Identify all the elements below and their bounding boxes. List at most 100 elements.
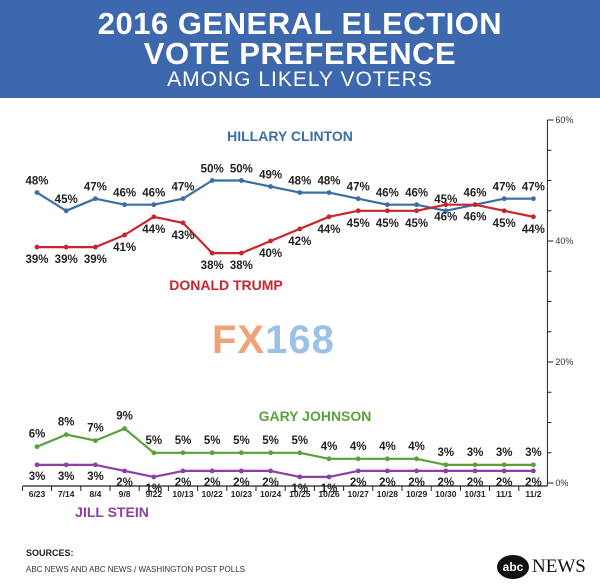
data-label: 3% [58,471,75,483]
data-label: 5% [145,435,162,447]
data-label: 42% [288,236,311,248]
data-label: 2% [116,477,133,489]
data-point [268,450,273,456]
data-label: 47% [493,182,516,194]
data-point [501,468,507,474]
data-point [209,468,215,474]
data-label: 2% [379,477,396,489]
data-label: 7% [87,423,104,435]
data-point [63,208,69,214]
data-point [34,444,40,450]
data-point [531,196,536,202]
data-label: 3% [467,447,484,459]
data-label: 2% [496,477,513,489]
y-tick-label: 40% [555,236,573,246]
data-label: 49% [259,170,282,182]
data-label: 47% [84,182,107,194]
series-line [36,179,534,212]
data-point [93,244,98,250]
data-label: 2% [262,477,279,489]
data-point [472,462,478,468]
y-tick-label: 60% [555,115,573,125]
data-point [180,450,186,456]
data-label: 46% [463,212,486,224]
data-point [297,450,303,456]
data-label: 6% [29,429,46,441]
data-point [414,208,419,214]
data-label: 48% [317,176,340,188]
data-label: 45% [376,218,399,230]
data-label: 46% [376,188,399,200]
data-label: 41% [113,242,136,254]
data-point [151,202,157,208]
watermark-part1: FX [212,318,266,362]
data-point [385,456,390,462]
data-point [531,468,536,474]
data-point [326,456,332,462]
data-point [268,238,273,244]
data-label: 45% [434,194,457,206]
x-tick-label: 10/25 [289,489,311,499]
data-label: 44% [317,224,340,236]
data-point [355,196,361,202]
data-label: 44% [522,224,545,236]
data-label: 46% [434,212,457,224]
data-point [180,468,186,474]
data-point [122,468,127,474]
data-label: 5% [233,435,250,447]
data-point [180,196,186,202]
data-point [414,456,419,462]
chart-title-line1: 2016 GENERAL ELECTION [97,6,503,41]
x-tick-label: 10/31 [464,489,486,499]
data-point [355,208,361,214]
data-label: 46% [405,188,428,200]
data-label: 44% [142,224,165,236]
data-label: 1% [145,483,162,495]
data-point [239,250,244,256]
data-point [385,208,390,214]
data-point [151,474,157,480]
data-label: 38% [201,260,224,272]
sources-label: SOURCES: [26,548,74,558]
data-point [385,468,390,474]
data-point [63,244,69,250]
data-point [385,202,390,208]
data-label: 2% [175,477,192,489]
data-point [209,178,215,183]
series-name-label: JILL STEIN [75,504,149,520]
data-label: 1% [291,483,308,495]
data-label: 46% [463,188,486,200]
sources-text: ABC NEWS AND ABC NEWS / WASHINGTON POST … [26,565,246,574]
data-label: 48% [288,176,311,188]
x-tick-label: 10/27 [348,489,370,499]
x-tick-label: 10/13 [172,489,194,499]
data-label: 45% [405,218,428,230]
data-point [472,468,478,474]
x-tick-label: 10/26 [318,489,340,499]
data-point [443,202,449,208]
series-line [37,463,534,478]
data-label: 3% [29,471,46,483]
data-label: 2% [525,477,542,489]
data-point [122,232,127,238]
data-point [443,208,449,214]
data-point [355,456,361,462]
data-label: 2% [204,477,221,489]
x-tick-label: 10/28 [377,489,399,499]
data-label: 39% [84,254,107,266]
data-point [239,468,244,474]
x-tick-label: 8/4 [89,489,101,499]
x-tick-label: 6/23 [29,489,46,499]
data-point [63,432,69,437]
data-point [209,250,215,256]
data-label: 2% [350,477,367,489]
x-tick-label: 11/2 [525,489,541,499]
data-point [93,438,98,444]
data-label: 47% [171,182,194,194]
y-tick-label: 0% [555,478,568,488]
data-point [501,196,507,202]
x-tick-label: 9/22 [146,489,163,499]
y-tick-label: 20% [555,357,573,367]
data-point [268,184,273,189]
data-point [531,462,536,468]
